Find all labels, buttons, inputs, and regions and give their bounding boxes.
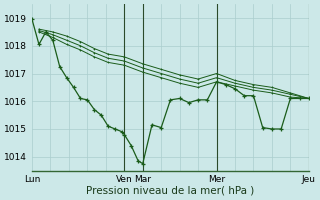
X-axis label: Pression niveau de la mer( hPa ): Pression niveau de la mer( hPa ) bbox=[86, 186, 254, 196]
